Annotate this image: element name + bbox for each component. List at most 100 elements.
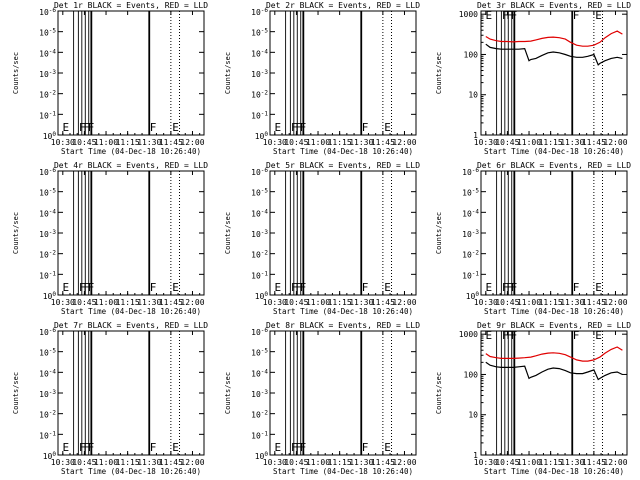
event-marker-letter: F (79, 281, 86, 294)
x-tick-label: 11:15 (116, 298, 140, 307)
x-tick-label: 12:00 (603, 458, 627, 467)
y-tick-label: 10-1 (39, 110, 56, 120)
event-marker-letter: E (172, 121, 179, 134)
chart-title: Det 1r BLACK = Events, RED = LLD (54, 1, 208, 10)
y-tick-label: 10 (468, 91, 478, 100)
x-axis-label: Start Time (04-Dec-18 10:26:40) (484, 467, 624, 476)
event-marker-letter: F (573, 329, 580, 342)
event-marker-letter: F (502, 329, 509, 342)
x-axis-label: Start Time (04-Dec-18 10:26:40) (61, 307, 201, 316)
plot-frame (57, 10, 205, 136)
x-tick-label: 11:00 (306, 298, 330, 307)
event-marker-letter: F (362, 441, 369, 454)
x-tick-label: 10:30 (263, 138, 287, 147)
x-tick-label: 11:30 (137, 138, 161, 147)
chart-title: Det 4r BLACK = Events, RED = LLD (54, 161, 208, 170)
x-tick-label: 11:00 (94, 458, 118, 467)
event-marker-letter: E (274, 121, 281, 134)
event-marker-letter: E (62, 281, 69, 294)
y-tick-label: 10-5 (39, 28, 56, 38)
event-marker-letter: E (62, 441, 69, 454)
y-axis-label: Counts/sec (12, 212, 20, 254)
x-tick-label: 10:45 (495, 298, 519, 307)
y-tick-label: 10-3 (39, 229, 56, 239)
event-marker-letter: E (485, 9, 492, 22)
event-marker-letter: E (62, 121, 69, 134)
event-marker-letter: F (291, 121, 298, 134)
x-tick-label: 11:45 (371, 298, 395, 307)
y-tick-label: 10-5 (39, 188, 56, 198)
x-tick-label: 10:45 (284, 138, 308, 147)
y-tick-label: 10-6 (39, 327, 56, 337)
x-tick-label: 11:00 (517, 458, 541, 467)
x-tick-label: 11:45 (582, 458, 606, 467)
y-tick-label: 10-4 (251, 368, 268, 378)
x-tick-label: 10:45 (495, 458, 519, 467)
event-marker-letter: F (295, 441, 302, 454)
x-tick-label: 11:30 (560, 458, 584, 467)
event-marker-letter: F (150, 281, 157, 294)
x-tick-label: 11:45 (371, 458, 395, 467)
x-tick-label: 11:15 (539, 138, 563, 147)
x-tick-label: 11:15 (116, 138, 140, 147)
x-axis-label: Start Time (04-Dec-18 10:26:40) (484, 307, 624, 316)
event-marker-letter: F (150, 121, 157, 134)
chart-title: Det 7r BLACK = Events, RED = LLD (54, 321, 208, 330)
y-tick-label: 10-6 (251, 327, 268, 337)
plot-frame (57, 170, 205, 296)
x-tick-label: 11:15 (116, 458, 140, 467)
event-marker-letter: F (362, 281, 369, 294)
x-axis-label: Start Time (04-Dec-18 10:26:40) (61, 467, 201, 476)
y-tick-label: 10-6 (462, 167, 479, 177)
y-tick-label: 10-2 (462, 250, 479, 260)
plot-frame (480, 10, 628, 136)
chart-panel-4: Det 4r BLACK = Events, RED = LLD Counts/s… (12, 161, 208, 316)
event-marker-letter: F (79, 441, 86, 454)
chart-title: Det 9r BLACK = Events, RED = LLD (477, 321, 631, 330)
x-tick-label: 11:45 (159, 298, 183, 307)
event-marker-letter: F (88, 281, 95, 294)
event-marker-letter: F (511, 329, 518, 342)
x-tick-label: 10:45 (72, 458, 96, 467)
plot-frame (480, 330, 628, 456)
x-tick-label: 12:00 (392, 298, 416, 307)
event-marker-letter: E (274, 281, 281, 294)
event-marker-letter: F (511, 9, 518, 22)
chart-panel-2: Det 2r BLACK = Events, RED = LLD Counts/s… (224, 1, 420, 156)
y-tick-label: 10-5 (251, 348, 268, 358)
x-tick-label: 11:00 (306, 138, 330, 147)
x-tick-label: 10:30 (263, 458, 287, 467)
event-marker-letter: F (300, 441, 307, 454)
y-tick-label: 100 (255, 291, 269, 301)
event-marker-letter: F (291, 441, 298, 454)
y-tick-label: 10-6 (39, 7, 56, 17)
x-tick-label: 10:30 (263, 298, 287, 307)
x-tick-label: 11:30 (349, 138, 373, 147)
y-tick-label: 10-3 (39, 389, 56, 399)
plot-frame (269, 170, 417, 296)
x-tick-label: 11:00 (94, 298, 118, 307)
chart-panel-6: Det 6r BLACK = Events, RED = LLD Counts/s… (435, 161, 631, 316)
x-tick-label: 11:00 (306, 458, 330, 467)
y-tick-label: 1 (473, 131, 478, 140)
event-marker-letter: E (384, 121, 391, 134)
chart-title: Det 5r BLACK = Events, RED = LLD (266, 161, 420, 170)
y-tick-label: 100 (43, 451, 57, 461)
y-tick-label: 10-3 (251, 229, 268, 239)
y-tick-label: 10-6 (39, 167, 56, 177)
y-tick-label: 10-5 (251, 188, 268, 198)
chart-title: Det 2r BLACK = Events, RED = LLD (266, 1, 420, 10)
y-tick-label: 10-1 (462, 270, 479, 280)
x-tick-label: 11:15 (328, 458, 352, 467)
x-tick-label: 10:45 (284, 458, 308, 467)
chart-panel-9: Det 9r BLACK = Events, RED = LLD Counts/s… (435, 321, 631, 476)
y-tick-label: 10-2 (251, 250, 268, 260)
y-tick-label: 10-4 (39, 48, 56, 58)
x-tick-label: 11:30 (560, 138, 584, 147)
x-tick-label: 10:30 (51, 298, 75, 307)
y-tick-label: 10-2 (251, 90, 268, 100)
chart-panel-5: Det 5r BLACK = Events, RED = LLD Counts/s… (224, 161, 420, 316)
x-tick-label: 11:30 (560, 298, 584, 307)
y-tick-label: 1 (473, 451, 478, 460)
